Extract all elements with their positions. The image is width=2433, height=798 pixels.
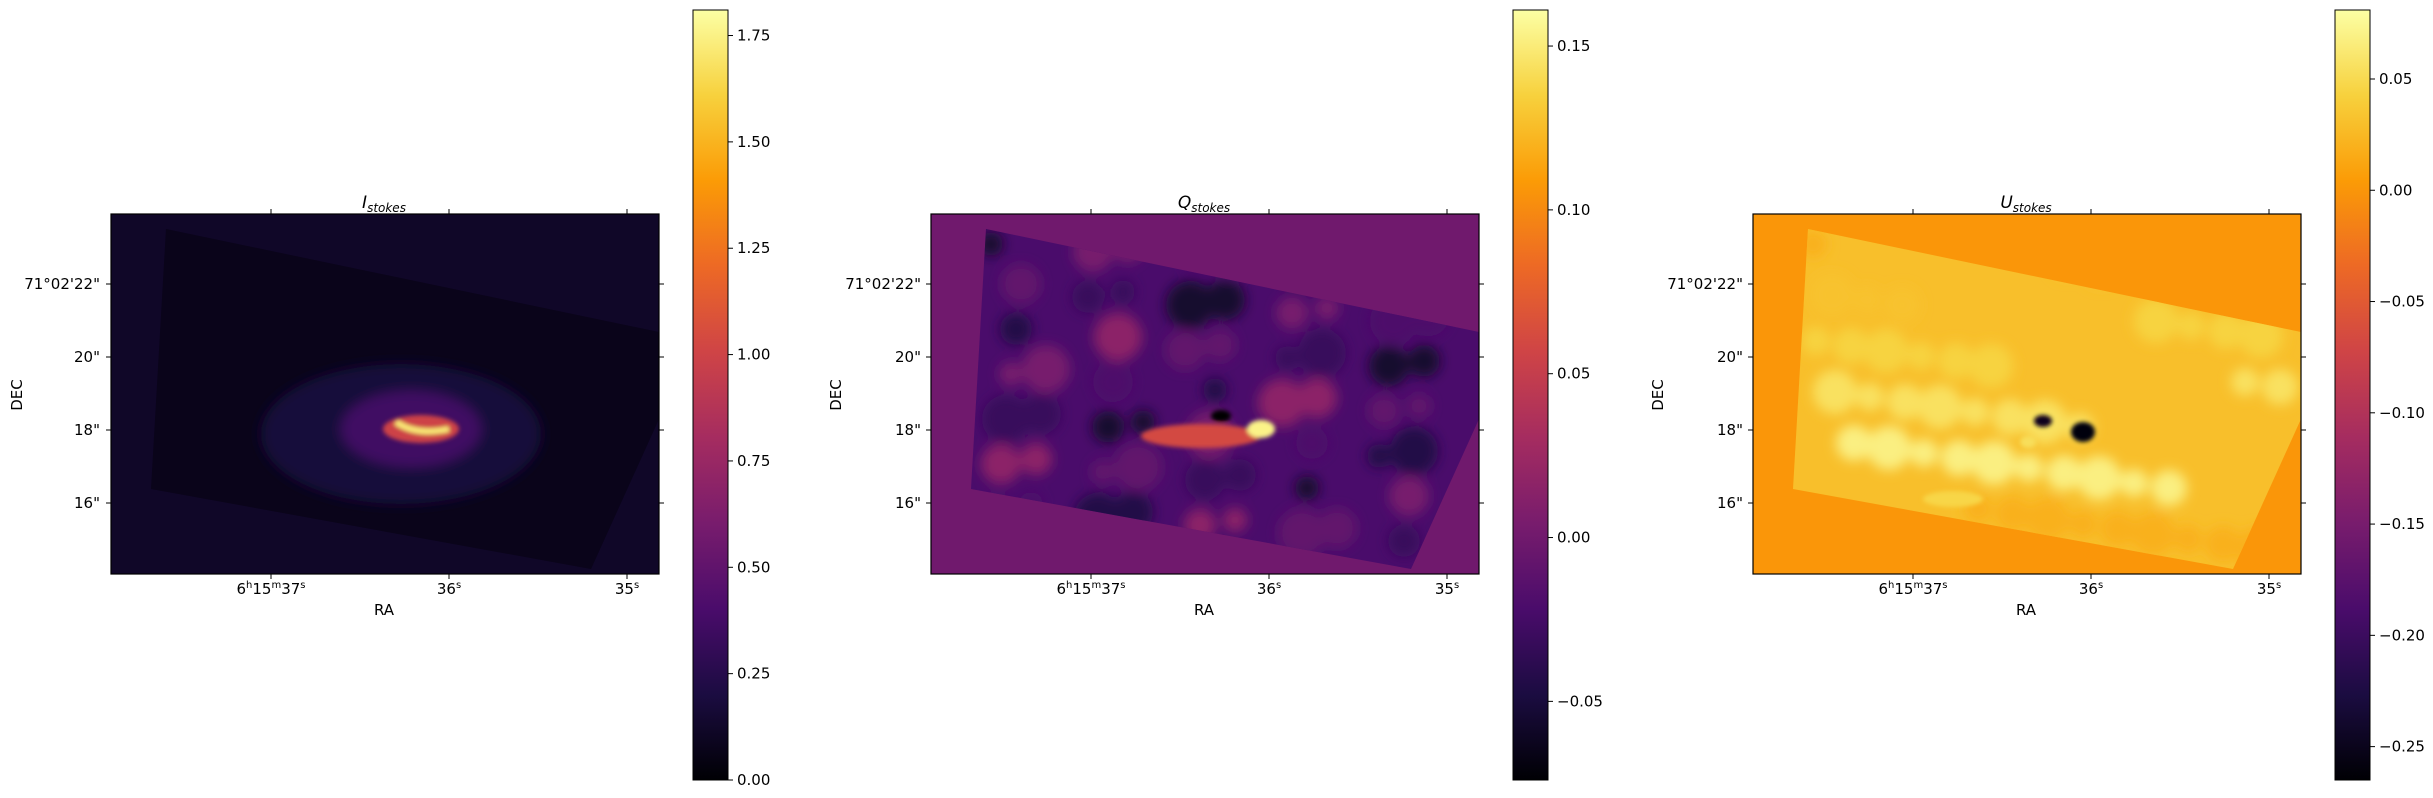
y-tick-label: 20": [895, 348, 921, 366]
y-tick-labels: 71°02'22" 20" 18" 16": [845, 275, 921, 512]
x-tick-labels: 6h15m37s 36s 35s: [236, 580, 639, 598]
x-tick-labels: 6h15m37s 36s 35s: [1878, 580, 2281, 598]
colorbar-ticks: 0.15 0.10 0.05 0.00 −0.05: [1548, 37, 1603, 710]
colorbar-tick-label: −0.05: [1557, 692, 1603, 710]
axis-ticks: [1748, 209, 2306, 579]
y-tick-label: 18": [74, 421, 100, 439]
y-axis-label: DEC: [8, 379, 26, 411]
y-tick-label: 20": [74, 348, 100, 366]
x-tick-label: 36s: [2079, 580, 2103, 598]
y-tick-label: 16": [74, 494, 100, 512]
colorbar-ticks: 0.05 0.00 −0.05 −0.10 −0.15 −0.20 −0.25: [2370, 70, 2425, 756]
y-tick-labels: 71°02'22" 20" 18" 16": [1667, 275, 1743, 512]
colorbar-ticks: 0.00 0.25 0.50 0.75 1.00 1.25 1.50 1.75: [728, 27, 770, 789]
colorbar-tick-label: −0.05: [2379, 293, 2425, 311]
colorbar-tick-label: −0.25: [2379, 738, 2425, 756]
colorbar-tick-label: −0.10: [2379, 404, 2425, 422]
colorbar: [2334, 9, 2371, 781]
panel-u-stokes: Ustokes 71°02'22" 20" 18" 16" 6h15m37s 3…: [1649, 9, 2425, 781]
x-tick-label: 36s: [1257, 580, 1281, 598]
x-tick-labels: 6h15m37s 36s 35s: [1056, 580, 1459, 598]
axes-frame: [1752, 213, 2302, 575]
panel-title: Ustokes: [2000, 193, 2051, 215]
y-tick-label: 16": [1717, 494, 1743, 512]
y-tick-label: 18": [1717, 421, 1743, 439]
x-tick-label: 36s: [437, 580, 461, 598]
axis-ticks: [926, 209, 1484, 579]
panel-title: Qstokes: [1178, 193, 1230, 215]
colorbar: [692, 9, 729, 781]
panel-q-stokes: Qstokes 71°02'22" 20" 18" 16" 6h15m37s 3…: [827, 9, 1603, 781]
colorbar-tick-label: 0.00: [2379, 181, 2412, 199]
colorbar: [1512, 9, 1549, 781]
y-axis-label: DEC: [827, 379, 845, 411]
y-tick-label: 71°02'22": [1667, 275, 1743, 293]
x-tick-label: 6h15m37s: [1878, 580, 1947, 598]
colorbar-tick-label: 1.75: [737, 27, 770, 45]
polarized-feature: [1141, 410, 1275, 448]
axes-frame: [110, 213, 660, 575]
x-axis-label: RA: [2016, 601, 2037, 619]
y-tick-label: 71°02'22": [24, 275, 100, 293]
footprint: [971, 229, 1479, 569]
x-tick-label: 6h15m37s: [236, 580, 305, 598]
emission-core: [383, 415, 459, 443]
colorbar-tick-label: 0.05: [2379, 70, 2412, 88]
colorbar-tick-label: 0.05: [1557, 365, 1590, 383]
panel-i-stokes: Istokes 71°02'22" 20" 18" 16" 6h15m37s 3…: [8, 9, 770, 789]
x-tick-label: 35s: [2257, 580, 2281, 598]
colorbar-tick-label: −0.20: [2379, 626, 2425, 644]
x-axis-label: RA: [1194, 601, 1215, 619]
x-axis-label: RA: [374, 601, 395, 619]
y-tick-label: 18": [895, 421, 921, 439]
colorbar-tick-label: 1.25: [737, 239, 770, 257]
y-tick-labels: 71°02'22" 20" 18" 16": [24, 275, 100, 512]
y-axis-label: DEC: [1649, 379, 1667, 411]
colorbar-tick-label: 0.00: [737, 771, 770, 789]
panel-title: Istokes: [362, 193, 406, 215]
x-tick-label: 6h15m37s: [1056, 580, 1125, 598]
image-data: [151, 229, 659, 569]
colorbar-tick-label: 0.25: [737, 665, 770, 683]
colorbar-tick-label: 0.00: [1557, 529, 1590, 547]
axis-ticks: [106, 209, 664, 579]
colorbar-tick-label: 1.50: [737, 133, 770, 151]
colorbar-tick-label: 0.15: [1557, 37, 1590, 55]
colorbar-tick-label: 1.00: [737, 346, 770, 364]
x-tick-label: 35s: [615, 580, 639, 598]
y-tick-label: 71°02'22": [845, 275, 921, 293]
colorbar-tick-label: 0.50: [737, 558, 770, 576]
y-tick-label: 20": [1717, 348, 1743, 366]
y-tick-label: 16": [895, 494, 921, 512]
colorbar-tick-label: −0.15: [2379, 515, 2425, 533]
colorbar-tick-label: 0.10: [1557, 201, 1590, 219]
axes-frame: [930, 213, 1480, 575]
polarized-feature: [1923, 415, 2095, 507]
x-tick-label: 35s: [1435, 580, 1459, 598]
colorbar-tick-label: 0.75: [737, 452, 770, 470]
